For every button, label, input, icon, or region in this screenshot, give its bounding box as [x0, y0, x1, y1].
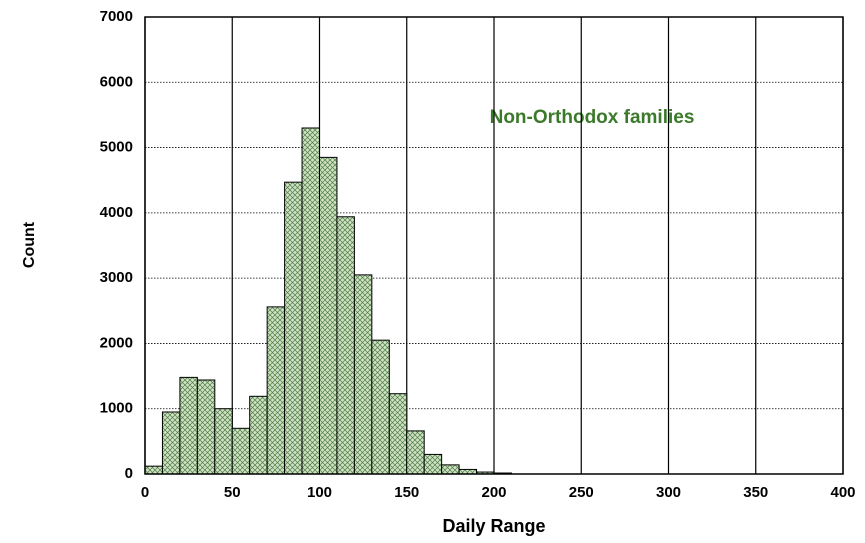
bar [249, 395, 268, 475]
bar [441, 464, 460, 475]
bar [336, 216, 355, 475]
y-tick-label: 6000 [100, 73, 133, 90]
x-tick-label: 50 [224, 484, 241, 501]
bar [161, 411, 181, 475]
x-tick-label: 400 [830, 484, 855, 501]
bar [353, 274, 373, 475]
y-tick-label: 3000 [100, 269, 133, 286]
bar [179, 376, 198, 475]
y-tick-label: 0 [125, 465, 133, 482]
bar [144, 465, 163, 475]
bar [371, 339, 390, 475]
y-axis-label: Count [21, 221, 38, 268]
x-tick-label: 0 [141, 484, 149, 501]
x-tick-label: 100 [307, 484, 332, 501]
bar [423, 453, 443, 475]
bar [214, 408, 233, 475]
x-tick-label: 350 [743, 484, 768, 501]
bar [266, 306, 286, 475]
bar [406, 430, 425, 475]
bar [319, 156, 338, 475]
annotation: Non-Orthodox families [490, 107, 695, 128]
plot-frame [144, 16, 844, 475]
x-tick-label: 250 [569, 484, 594, 501]
y-tick-label: 4000 [100, 204, 133, 221]
x-axis-label: Daily Range [442, 516, 545, 536]
bar [231, 427, 251, 475]
bar [196, 379, 216, 475]
x-tick-label: 200 [481, 484, 506, 501]
y-tick-label: 1000 [100, 400, 133, 417]
y-tick-label: 5000 [100, 139, 133, 156]
x-tick-label: 300 [656, 484, 681, 501]
bar [284, 181, 303, 475]
bar [388, 393, 408, 475]
y-tick-label: 2000 [100, 334, 133, 351]
x-tick-label: 150 [394, 484, 419, 501]
bar [301, 127, 320, 475]
y-tick-label: 7000 [100, 8, 133, 25]
